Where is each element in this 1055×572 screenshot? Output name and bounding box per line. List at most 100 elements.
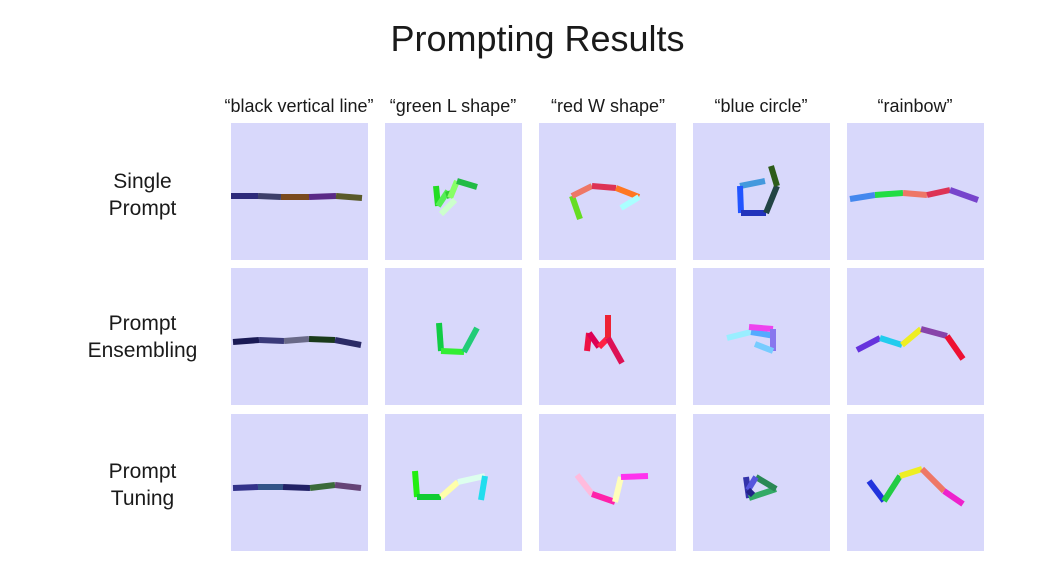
stroke-segment	[920, 326, 948, 339]
stroke-segment	[456, 178, 478, 190]
stroke-segment	[763, 184, 780, 215]
stroke-segment	[614, 185, 641, 200]
row-label-prompt-tuning: Prompt Tuning	[70, 458, 215, 512]
stroke-segment	[258, 337, 285, 344]
drawing-cell	[385, 414, 522, 551]
stroke-segment	[881, 474, 903, 503]
stroke-segment	[899, 466, 923, 479]
stroke-segment	[612, 476, 624, 503]
stroke-segment	[334, 337, 362, 348]
column-label-red-w-shape: “red W shape”	[550, 96, 666, 116]
drawing-canvas	[433, 178, 478, 217]
column-label-black-vertical-line: “black vertical line”	[224, 96, 374, 116]
stroke-segment	[570, 183, 594, 199]
stroke-segment	[282, 484, 311, 491]
drawing-cell	[693, 414, 830, 551]
drawing-canvas	[231, 193, 363, 201]
stroke-segment	[438, 197, 458, 217]
drawing-cell	[231, 414, 368, 551]
stroke-segment	[478, 475, 488, 501]
stroke-segment	[334, 482, 362, 491]
stroke-segment	[726, 329, 752, 341]
stroke-segment	[283, 336, 310, 344]
stroke-segment	[948, 187, 980, 203]
drawing-cell	[847, 414, 984, 551]
drawing-cell	[693, 123, 830, 260]
stroke-segment	[605, 336, 625, 365]
stroke-segment	[257, 193, 282, 200]
stroke-segment	[753, 341, 775, 354]
row-label-line: Prompt	[108, 460, 177, 483]
stroke-segment	[900, 326, 923, 348]
stroke-segment	[855, 335, 882, 353]
drawing-cell	[847, 123, 984, 260]
stroke-segment	[440, 348, 465, 355]
row-label-prompt-ensembling: Prompt Ensembling	[70, 310, 215, 364]
stroke-segment	[591, 491, 616, 505]
drawing-canvas	[232, 336, 362, 348]
stroke-segment	[745, 487, 756, 498]
stroke-segment	[308, 193, 337, 200]
row-label-line: Prompt	[108, 197, 177, 220]
column-label-blue-circle: “blue circle”	[714, 96, 808, 116]
drawing-cell	[231, 123, 368, 260]
stroke-segment	[748, 324, 774, 332]
drawing-cell	[539, 268, 676, 405]
stroke-segment	[439, 479, 460, 500]
stroke-segment	[926, 187, 951, 198]
drawing-cell	[385, 123, 522, 260]
stroke-segment	[412, 470, 420, 498]
stroke-segment	[591, 183, 617, 191]
stroke-segment	[232, 337, 260, 345]
stroke-segment	[942, 488, 965, 507]
drawing-cell	[539, 414, 676, 551]
stroke-segment	[748, 486, 777, 501]
column-label-rainbow: “rainbow”	[877, 96, 953, 116]
row-label-line: Single	[113, 170, 172, 193]
column-label-green-l-shape: “green L shape”	[389, 96, 517, 116]
stroke-segment	[768, 165, 780, 187]
stroke-segment	[574, 473, 595, 496]
stroke-segment	[919, 466, 947, 494]
figure-title: Prompting Results	[390, 18, 685, 59]
stroke-segment	[619, 194, 641, 211]
drawing-canvas	[737, 165, 780, 216]
drawing-cell	[847, 268, 984, 405]
stroke-segment	[335, 193, 363, 201]
stroke-segment	[447, 179, 460, 200]
drawing-canvas	[584, 315, 625, 365]
stroke-segment	[849, 192, 876, 202]
stroke-segment	[745, 475, 759, 492]
drawing-canvas	[412, 470, 488, 501]
drawing-canvas	[849, 187, 980, 203]
stroke-segment	[620, 473, 649, 480]
drawing-canvas	[866, 466, 965, 507]
stroke-segment	[866, 479, 887, 503]
drawing-canvas	[726, 324, 776, 354]
row-label-line: Ensembling	[87, 339, 198, 362]
stroke-segment	[436, 322, 444, 352]
stroke-segment	[569, 195, 583, 220]
stroke-segment	[754, 474, 778, 492]
drawing-canvas	[743, 474, 778, 501]
drawing-cell	[693, 268, 830, 405]
drawing-cell	[539, 123, 676, 260]
row-label-single-prompt: Single Prompt	[70, 168, 215, 222]
stroke-segment	[739, 178, 766, 189]
row-label-line: Prompt	[108, 312, 177, 335]
drawing-canvas	[574, 473, 649, 505]
drawing-canvas	[569, 183, 641, 220]
stroke-segment	[308, 336, 336, 343]
drawing-canvas	[232, 482, 362, 491]
stroke-segment	[902, 190, 928, 198]
stroke-segment	[879, 335, 903, 348]
stroke-segment	[309, 482, 336, 491]
stroke-segment	[737, 185, 744, 214]
drawing-cell	[231, 268, 368, 405]
drawing-cell	[385, 268, 522, 405]
drawing-canvas	[436, 322, 480, 355]
stroke-segment	[232, 484, 259, 491]
stroke-segment	[461, 326, 480, 354]
stroke-segment	[874, 190, 904, 198]
drawing-canvas	[855, 326, 966, 361]
